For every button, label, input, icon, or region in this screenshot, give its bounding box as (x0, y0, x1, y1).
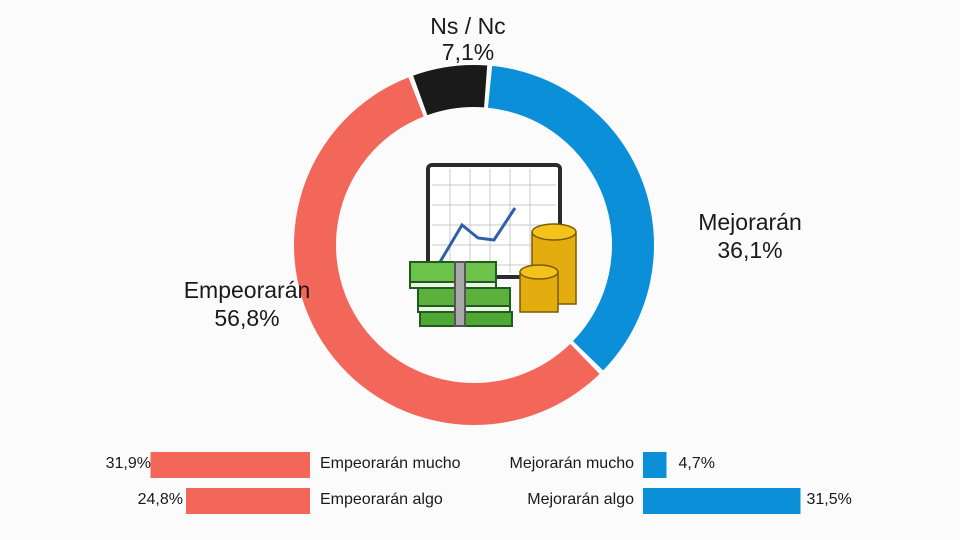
bar-value-empeoraran-mucho: 31,9% (106, 455, 151, 472)
donut-slice-ns-nc (413, 65, 488, 116)
bar-label-empeoraran-mucho: Empeorarán mucho (320, 455, 461, 472)
bar-mejoraran-algo (643, 488, 801, 514)
bar-value-mejoraran-mucho: 4,7% (679, 455, 715, 472)
bar-label-mejoraran-mucho: Mejorarán mucho (510, 455, 635, 472)
bar-value-empeoraran-algo: 24,8% (138, 491, 183, 508)
bar-label-empeoraran-algo: Empeorarán algo (320, 491, 443, 508)
donut-slice-mejoraran (487, 65, 654, 371)
bar-value-mejoraran-algo: 31,5% (807, 491, 852, 508)
bar-label-mejoraran-algo: Mejorarán algo (527, 491, 634, 508)
slice-value-empeoraran: 56,8% (214, 305, 279, 331)
money-chart-icon (409, 163, 577, 327)
slice-label-ns-nc: Ns / Nc (430, 13, 505, 39)
bar-empeoraran-algo (186, 488, 310, 514)
slice-label-empeoraran: Empeorarán (184, 277, 311, 303)
breakdown-bars: 31,9% Empeorarán mucho 24,8% Empeorarán … (106, 452, 852, 514)
slice-value-ns-nc: 7,1% (442, 39, 494, 65)
slice-value-mejoraran: 36,1% (717, 237, 782, 263)
donut-slice-empeoraran (294, 77, 600, 425)
bar-mejoraran-mucho (643, 452, 667, 478)
bar-empeoraran-mucho (150, 452, 310, 478)
slice-label-mejoraran: Mejorarán (698, 209, 802, 235)
donut-chart (294, 65, 654, 425)
